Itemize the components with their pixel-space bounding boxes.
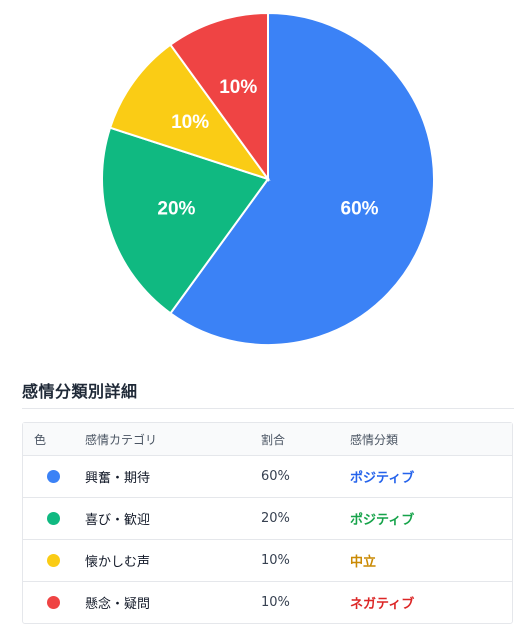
section-divider: [22, 408, 514, 409]
pie-chart: 60% 20% 10% 10%: [101, 11, 435, 346]
row-category: 興奮・期待: [85, 471, 151, 486]
pie-slice-2: [101, 126, 270, 315]
row-category: 懐かしむ声: [85, 555, 151, 570]
table-header: 色 感情カテゴリ 割合 感情分類: [23, 423, 512, 456]
pie-slice-1: [169, 11, 435, 346]
header-classification: 感情分類: [350, 432, 399, 447]
header-color: 色: [34, 432, 47, 447]
color-dot: [47, 470, 60, 483]
row-category: 喜び・歓迎: [85, 513, 151, 528]
table-row: 懐かしむ声 10% 中立: [23, 540, 512, 582]
table-row: 懸念・疑問 10% ネガティブ: [23, 582, 512, 623]
header-ratio: 割合: [261, 432, 286, 447]
row-category: 懸念・疑問: [85, 597, 151, 612]
pie-slice-4: [169, 11, 269, 183]
slice-label-3: 10%: [171, 112, 209, 133]
color-dot: [47, 596, 60, 609]
slice-label-4: 10%: [219, 77, 257, 98]
row-ratio: 20%: [261, 511, 290, 526]
header-category: 感情カテゴリ: [85, 432, 158, 447]
pie-slice-3: [108, 43, 271, 181]
table-row: 興奮・期待 60% ポジティブ: [23, 456, 512, 498]
emotion-table: 色 感情カテゴリ 割合 感情分類 興奮・期待 60% ポジティブ 喜び・歓迎 2…: [22, 422, 513, 624]
row-ratio: 60%: [261, 469, 290, 484]
section-title: 感情分類別詳細: [22, 382, 138, 401]
row-classification: ポジティブ: [350, 513, 415, 528]
row-classification: ネガティブ: [350, 597, 415, 612]
row-ratio: 10%: [261, 553, 290, 568]
color-dot: [47, 554, 60, 567]
pie-chart-svg: 60% 20% 10% 10%: [101, 11, 435, 346]
slice-label-2: 20%: [157, 198, 195, 219]
slice-label-1: 60%: [341, 198, 379, 219]
table-row: 喜び・歓迎 20% ポジティブ: [23, 498, 512, 540]
row-classification: 中立: [350, 555, 377, 570]
row-classification: ポジティブ: [350, 471, 415, 486]
color-dot: [47, 512, 60, 525]
row-ratio: 10%: [261, 595, 290, 610]
